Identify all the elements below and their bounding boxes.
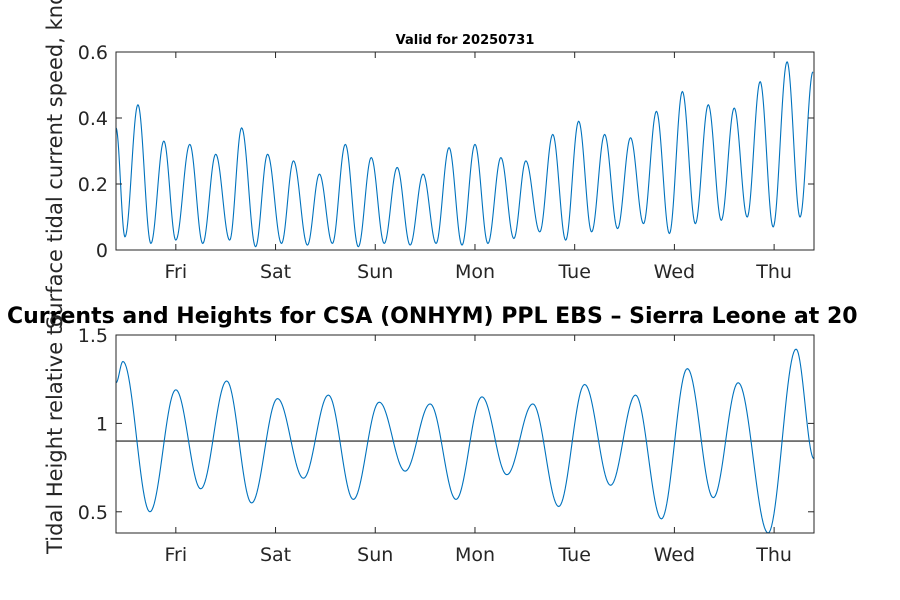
top-ytick-label: 0.4 <box>78 108 108 130</box>
top-xtick-label: Mon <box>455 261 495 283</box>
top-plot-area <box>116 52 814 250</box>
top-chart-title: Valid for 20250731 <box>396 33 535 48</box>
top-xtick-label: Sat <box>260 261 291 283</box>
tidal-height-panel: 0.5 1 1.5 Fri Sat Sun Mon Tue Wed Thu Currents a… <box>7 304 858 566</box>
bottom-ytick-label: 1 <box>96 413 108 435</box>
top-xtick-label: Fri <box>165 261 188 283</box>
top-xtick-label: Tue <box>557 261 590 283</box>
top-ytick-label: 0.6 <box>78 42 108 64</box>
bottom-y-axis-label: Tidal Height relative to <box>43 314 67 555</box>
top-xtick-label: Sun <box>357 261 393 283</box>
current-speed-series-line <box>115 61 814 248</box>
bottom-ytick-label: 0.5 <box>78 502 108 524</box>
bottom-xtick-label: Wed <box>654 544 695 566</box>
bottom-plot-area <box>116 335 814 533</box>
top-y-axis-label: Surface tidal current speed, knots <box>43 0 67 329</box>
top-ytick-label: 0 <box>96 240 108 262</box>
bottom-xtick-label: Tue <box>557 544 590 566</box>
top-xtick-label: Wed <box>654 261 695 283</box>
bottom-xtick-label: Sat <box>260 544 291 566</box>
bottom-ytick-label: 1.5 <box>78 325 108 347</box>
top-axes-frame <box>115 51 815 251</box>
bottom-xtick-label: Fri <box>165 544 188 566</box>
bottom-xtick-label: Sun <box>357 544 393 566</box>
top-ytick-label: 0.2 <box>78 174 108 196</box>
top-xtick-label: Thu <box>755 261 792 283</box>
bottom-chart-title: Currents and Heights for CSA (ONHYM) PPL… <box>7 304 858 329</box>
bottom-axes-frame <box>115 334 815 534</box>
tidal-height-series-line <box>115 348 815 534</box>
current-speed-panel: 0 0.2 0.4 0.6 Fri Sat Sun Mon Tue Wed Thu Valid f… <box>43 0 815 329</box>
bottom-xtick-label: Mon <box>455 544 495 566</box>
bottom-xtick-label: Thu <box>755 544 792 566</box>
